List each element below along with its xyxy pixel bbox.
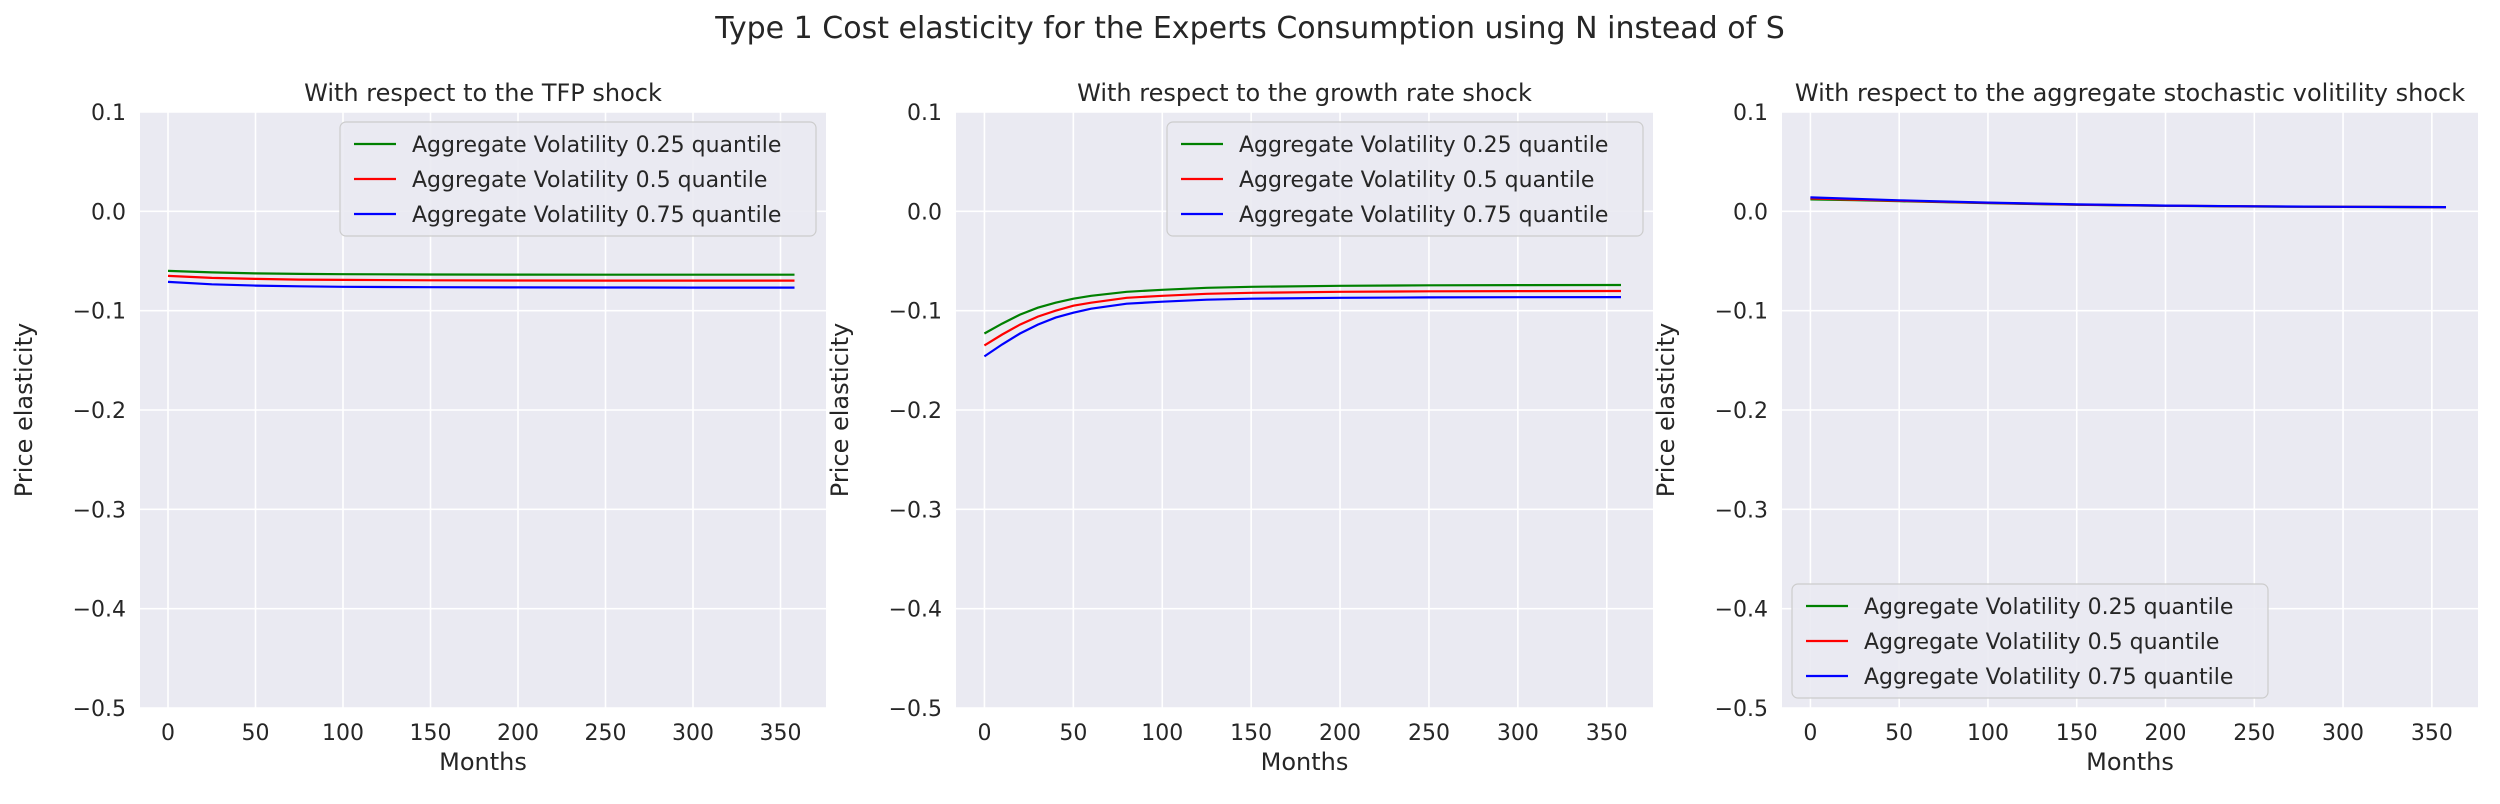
y-tick-label: −0.5 xyxy=(73,697,126,722)
legend-label: Aggregate Volatility 0.25 quantile xyxy=(412,133,781,158)
y-tick-label: 0.0 xyxy=(91,200,126,225)
x-axis-label: Months xyxy=(439,748,527,776)
y-tick-label: −0.1 xyxy=(1715,300,1768,325)
x-tick-label: 300 xyxy=(672,721,714,746)
legend-label: Aggregate Volatility 0.5 quantile xyxy=(1239,168,1594,193)
x-tick-label: 350 xyxy=(2411,721,2453,746)
legend-label: Aggregate Volatility 0.75 quantile xyxy=(412,203,781,228)
figure-suptitle: Type 1 Cost elasticity for the Experts C… xyxy=(714,11,1785,46)
x-tick-label: 150 xyxy=(2056,721,2098,746)
x-tick-label: 50 xyxy=(1059,721,1087,746)
x-tick-label: 150 xyxy=(410,721,452,746)
legend-label: Aggregate Volatility 0.5 quantile xyxy=(412,168,767,193)
legend-box xyxy=(1166,121,1644,237)
chart-title: With respect to the growth rate shock xyxy=(1077,79,1532,107)
y-tick-label: 0.0 xyxy=(907,200,942,225)
y-tick-label: −0.2 xyxy=(73,399,126,424)
series-line xyxy=(983,296,1622,358)
y-tick-label: 0.1 xyxy=(907,101,942,126)
x-tick-label: 250 xyxy=(1408,721,1450,746)
x-tick-label: 0 xyxy=(977,721,991,746)
y-tick-label: 0.1 xyxy=(1733,101,1768,126)
y-tick-label: −0.2 xyxy=(889,399,942,424)
legend: Aggregate Volatility 0.25 quantile Aggreg… xyxy=(1791,583,2269,699)
x-tick-label: 100 xyxy=(1141,721,1183,746)
chart-panel-3: 0 50 100 150 200 250 300 350 −0.5 −0.4 −0.3 −0.2 −0.… xyxy=(1652,79,2478,776)
x-tick-label: 0 xyxy=(161,721,175,746)
series-line xyxy=(983,283,1622,335)
legend-label: Aggregate Volatility 0.75 quantile xyxy=(1239,203,1608,228)
legend-label: Aggregate Volatility 0.25 quantile xyxy=(1864,595,2233,620)
y-axis-label: Price elasticity xyxy=(10,323,38,497)
series-line xyxy=(1810,196,2447,209)
y-axis-label: Price elasticity xyxy=(1652,323,1680,497)
x-tick-label: 50 xyxy=(1885,721,1913,746)
series-line xyxy=(983,289,1622,347)
y-tick-label: −0.4 xyxy=(889,598,942,623)
series-line xyxy=(167,280,795,289)
chart-panel-2: 0 50 100 150 200 250 300 350 −0.5 −0.4 −0.3 −0.2 −0.… xyxy=(826,79,1653,776)
y-tick-label: 0.1 xyxy=(91,101,126,126)
chart-title: With respect to the TFP shock xyxy=(304,79,662,107)
legend-label: Aggregate Volatility 0.75 quantile xyxy=(1864,665,2233,690)
x-tick-label: 250 xyxy=(2233,721,2275,746)
x-tick-label: 250 xyxy=(585,721,627,746)
x-tick-label: 200 xyxy=(1319,721,1361,746)
y-tick-label: −0.3 xyxy=(889,498,942,523)
x-tick-label: 100 xyxy=(1967,721,2009,746)
x-tick-label: 350 xyxy=(1586,721,1628,746)
x-tick-label: 200 xyxy=(2145,721,2187,746)
y-tick-label: −0.3 xyxy=(73,498,126,523)
x-tick-label: 300 xyxy=(2322,721,2364,746)
chart-panel-1: 0 50 100 150 200 250 300 350 −0.5 −0.4 −0.3 −0.2 −0.… xyxy=(10,79,826,776)
y-tick-label: −0.3 xyxy=(1715,498,1768,523)
legend-box xyxy=(1791,583,2269,699)
y-tick-label: −0.5 xyxy=(1715,697,1768,722)
y-tick-label: 0.0 xyxy=(1733,200,1768,225)
y-tick-label: −0.1 xyxy=(73,300,126,325)
y-tick-label: −0.5 xyxy=(889,697,942,722)
x-tick-label: 50 xyxy=(242,721,270,746)
x-tick-label: 100 xyxy=(322,721,364,746)
chart-title: With respect to the aggregate stochastic… xyxy=(1795,79,2465,107)
legend: Aggregate Volatility 0.25 quantile Aggreg… xyxy=(1166,121,1644,237)
legend: Aggregate Volatility 0.25 quantile Aggreg… xyxy=(339,121,817,237)
x-tick-label: 350 xyxy=(760,721,802,746)
y-tick-label: −0.2 xyxy=(1715,399,1768,424)
y-tick-label: −0.4 xyxy=(1715,598,1768,623)
x-axis-label: Months xyxy=(1261,748,1349,776)
legend-label: Aggregate Volatility 0.5 quantile xyxy=(1864,630,2219,655)
y-tick-label: −0.1 xyxy=(889,300,942,325)
x-tick-label: 150 xyxy=(1230,721,1272,746)
x-axis-label: Months xyxy=(2086,748,2174,776)
legend-label: Aggregate Volatility 0.25 quantile xyxy=(1239,133,1608,158)
y-tick-label: −0.4 xyxy=(73,598,126,623)
series-line xyxy=(167,274,795,282)
x-tick-label: 0 xyxy=(1803,721,1817,746)
y-axis-label: Price elasticity xyxy=(826,323,854,497)
legend-box xyxy=(339,121,817,237)
series-line xyxy=(167,269,795,276)
x-tick-label: 200 xyxy=(497,721,539,746)
x-tick-label: 300 xyxy=(1497,721,1539,746)
